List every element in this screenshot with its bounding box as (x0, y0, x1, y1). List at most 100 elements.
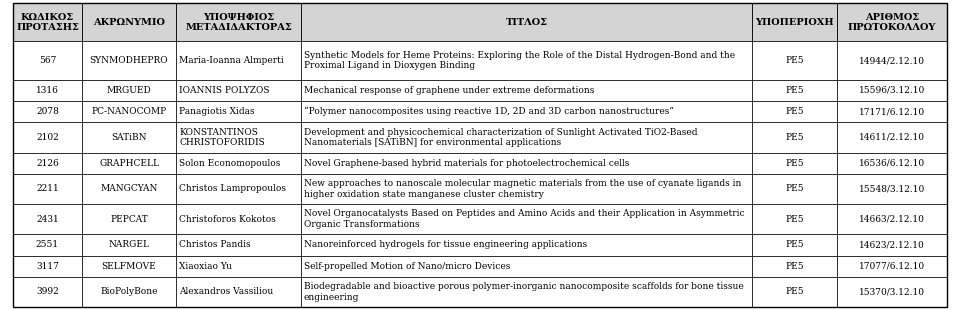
Text: Xiaoxiao Yu: Xiaoxiao Yu (179, 262, 232, 271)
Text: Synthetic Models for Heme Proteins: Exploring the Role of the Distal Hydrogen-Bo: Synthetic Models for Heme Proteins: Expl… (304, 51, 735, 70)
Text: SATiBN: SATiBN (111, 133, 147, 142)
Text: Christoforos Kokotos: Christoforos Kokotos (179, 215, 276, 224)
Text: ΥΠΟΠΕΡΙΟΧΗ: ΥΠΟΠΕΡΙΟΧΗ (756, 18, 834, 27)
Text: PC-NANOCOMP: PC-NANOCOMP (91, 107, 167, 116)
Bar (752, 234, 837, 255)
Bar (752, 42, 837, 80)
Bar (837, 122, 947, 153)
Bar (13, 153, 82, 174)
Bar (13, 3, 82, 42)
Text: Novel Organocatalysts Based on Peptides and Amino Acids and their Application in: Novel Organocatalysts Based on Peptides … (304, 210, 745, 229)
Bar (82, 174, 176, 204)
Text: SYNMODHEPRO: SYNMODHEPRO (89, 56, 168, 65)
Text: 2126: 2126 (36, 159, 59, 168)
Bar (837, 80, 947, 101)
Bar (837, 204, 947, 234)
Bar (301, 255, 752, 277)
Text: ΥΠΟΨΗΦΙΟΣ
ΜΕΤΑΔΙΔΑΚΤΟΡΑΣ: ΥΠΟΨΗΦΙΟΣ ΜΕΤΑΔΙΔΑΚΤΟΡΑΣ (185, 12, 292, 32)
Bar (752, 204, 837, 234)
Bar (176, 255, 301, 277)
Text: Self-propelled Motion of Nano/micro Devices: Self-propelled Motion of Nano/micro Devi… (304, 262, 511, 271)
Text: 17171/6.12.10: 17171/6.12.10 (859, 107, 925, 116)
Text: PEPCAT: PEPCAT (110, 215, 148, 224)
Text: 3992: 3992 (36, 287, 59, 296)
Text: ΚΩΔΙΚΟΣ
ΠΡΟΤΑΣΗΣ: ΚΩΔΙΚΟΣ ΠΡΟΤΑΣΗΣ (16, 12, 79, 32)
Text: Development and physicochemical characterization of Sunlight Activated TiO2-Base: Development and physicochemical characte… (304, 128, 698, 147)
Bar (82, 204, 176, 234)
Text: Maria-Ioanna Almperti: Maria-Ioanna Almperti (179, 56, 284, 65)
Bar (837, 42, 947, 80)
Bar (176, 174, 301, 204)
Text: 2211: 2211 (36, 184, 59, 193)
Text: ΤΙΤΛΟΣ: ΤΙΤΛΟΣ (506, 18, 547, 27)
Bar (13, 204, 82, 234)
Bar (752, 80, 837, 101)
Bar (752, 174, 837, 204)
Text: PE5: PE5 (785, 184, 804, 193)
Text: KONSTANTINOS
CHRISTOFORIDIS: KONSTANTINOS CHRISTOFORIDIS (179, 128, 265, 147)
Bar (301, 234, 752, 255)
Text: Novel Graphene-based hybrid materials for photoelectrochemical cells: Novel Graphene-based hybrid materials fo… (304, 159, 630, 168)
Bar (176, 42, 301, 80)
Text: Biodegradable and bioactive porous polymer-inorganic nanocomposite scaffolds for: Biodegradable and bioactive porous polym… (304, 282, 744, 302)
Text: 17077/6.12.10: 17077/6.12.10 (859, 262, 925, 271)
Bar (82, 234, 176, 255)
Text: SELFMOVE: SELFMOVE (102, 262, 156, 271)
Bar (176, 3, 301, 42)
Bar (82, 122, 176, 153)
Bar (13, 80, 82, 101)
Bar (752, 255, 837, 277)
Bar (752, 3, 837, 42)
Bar (301, 122, 752, 153)
Bar (176, 101, 301, 122)
Bar (82, 153, 176, 174)
Text: Mechanical response of graphene under extreme deformations: Mechanical response of graphene under ex… (304, 86, 594, 95)
Bar (837, 277, 947, 307)
Text: 2078: 2078 (36, 107, 59, 116)
Text: 14944/2.12.10: 14944/2.12.10 (859, 56, 925, 65)
Bar (752, 101, 837, 122)
Bar (301, 277, 752, 307)
Bar (82, 255, 176, 277)
Text: Panagiotis Xidas: Panagiotis Xidas (179, 107, 254, 116)
Bar (301, 174, 752, 204)
Text: PE5: PE5 (785, 56, 804, 65)
Text: Solon Economopoulos: Solon Economopoulos (179, 159, 280, 168)
Bar (13, 122, 82, 153)
Text: NARGEL: NARGEL (108, 240, 150, 249)
Text: MRGUED: MRGUED (107, 86, 152, 95)
Text: 3117: 3117 (36, 262, 59, 271)
Bar (301, 101, 752, 122)
Text: 2431: 2431 (36, 215, 59, 224)
Text: 14623/2.12.10: 14623/2.12.10 (859, 240, 924, 249)
Text: 567: 567 (38, 56, 57, 65)
Bar (837, 153, 947, 174)
Text: 15548/3.12.10: 15548/3.12.10 (859, 184, 925, 193)
Text: 1316: 1316 (36, 86, 59, 95)
Bar (82, 277, 176, 307)
Text: 14663/2.12.10: 14663/2.12.10 (859, 215, 924, 224)
Text: PE5: PE5 (785, 240, 804, 249)
Text: PE5: PE5 (785, 107, 804, 116)
Text: 15370/3.12.10: 15370/3.12.10 (859, 287, 925, 296)
Text: PE5: PE5 (785, 159, 804, 168)
Text: 2102: 2102 (36, 133, 59, 142)
Bar (301, 204, 752, 234)
Text: PE5: PE5 (785, 86, 804, 95)
Bar (837, 3, 947, 42)
Text: MANGCYAN: MANGCYAN (100, 184, 157, 193)
Text: 2551: 2551 (36, 240, 60, 249)
Bar (752, 277, 837, 307)
Bar (82, 3, 176, 42)
Bar (82, 80, 176, 101)
Bar (301, 42, 752, 80)
Bar (301, 80, 752, 101)
Bar (301, 3, 752, 42)
Text: ΑΚΡΩΝΥΜΙΟ: ΑΚΡΩΝΥΜΙΟ (93, 18, 165, 27)
Text: BioPolyBone: BioPolyBone (100, 287, 157, 296)
Text: ΑΡΙΘΜΟΣ
ΠΡΩΤΟΚΟΛΛΟΥ: ΑΡΙΘΜΟΣ ΠΡΩΤΟΚΟΛΛΟΥ (848, 12, 936, 32)
Bar (176, 204, 301, 234)
Text: 15596/3.12.10: 15596/3.12.10 (859, 86, 925, 95)
Bar (13, 255, 82, 277)
Text: Christos Lampropoulos: Christos Lampropoulos (179, 184, 286, 193)
